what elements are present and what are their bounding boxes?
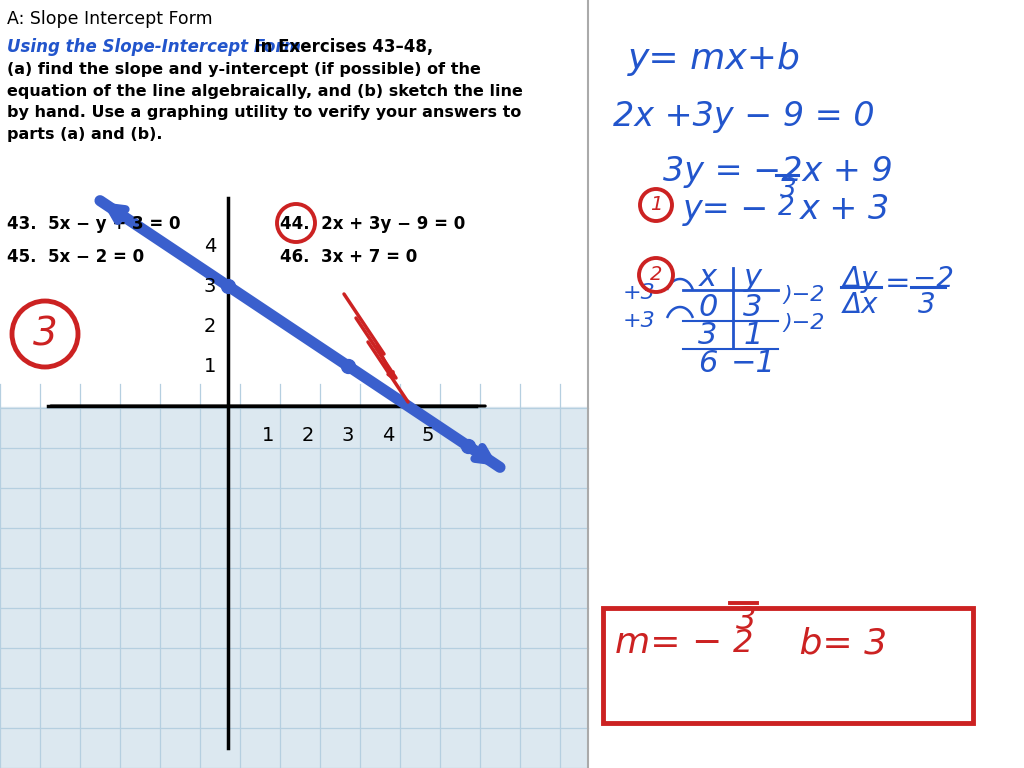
Text: In Exercises 43–48,: In Exercises 43–48,	[243, 38, 433, 56]
Text: +3: +3	[623, 311, 655, 331]
Text: 6: 6	[698, 349, 718, 378]
Text: x: x	[699, 263, 717, 292]
Text: y= −: y= −	[683, 193, 769, 226]
Text: 1: 1	[204, 356, 216, 376]
Text: +3: +3	[623, 283, 655, 303]
Text: (a) find the slope and ​y-intercept (if possible) of the
equation of the line al: (a) find the slope and ​y-intercept (if …	[7, 62, 523, 142]
Text: 3y = −2x + 9: 3y = −2x + 9	[663, 155, 893, 188]
Text: )−2: )−2	[783, 285, 824, 305]
Text: b= 3: b= 3	[765, 626, 887, 660]
Text: 2: 2	[733, 628, 754, 659]
Text: x + 3: x + 3	[800, 193, 890, 226]
Text: 3: 3	[743, 293, 763, 322]
FancyBboxPatch shape	[603, 608, 973, 723]
Text: 2: 2	[302, 426, 314, 445]
Text: −1: −1	[730, 349, 775, 378]
Text: 5: 5	[422, 426, 434, 445]
Text: 1: 1	[650, 196, 663, 214]
Text: y: y	[744, 263, 762, 292]
Text: 46.  3x + 7 = 0: 46. 3x + 7 = 0	[280, 248, 417, 266]
Text: 4: 4	[204, 237, 216, 256]
Text: 1: 1	[743, 321, 763, 350]
Text: m= −: m= −	[615, 626, 722, 660]
Bar	[588, 0, 1024, 768]
Text: )−2: )−2	[783, 313, 824, 333]
Text: Δy: Δy	[843, 265, 879, 293]
Text: A: Slope Intercept Form: A: Slope Intercept Form	[7, 10, 213, 28]
Text: 3: 3	[33, 315, 57, 353]
Text: 4: 4	[382, 426, 394, 445]
Text: 43.  5x − y + 3 = 0: 43. 5x − y + 3 = 0	[7, 215, 180, 233]
Text: 44.  2x + 3y − 9 = 0: 44. 2x + 3y − 9 = 0	[280, 215, 465, 233]
Text: 0: 0	[698, 293, 718, 322]
Text: 3: 3	[204, 276, 216, 296]
Text: 3: 3	[342, 426, 354, 445]
Text: 45.  5x − 2 = 0: 45. 5x − 2 = 0	[7, 248, 144, 266]
Text: 3: 3	[736, 605, 757, 636]
Text: Δx: Δx	[843, 291, 879, 319]
Text: 2: 2	[204, 316, 216, 336]
Text: Using the Slope-Intercept Form: Using the Slope-Intercept Form	[7, 38, 301, 56]
Text: 2: 2	[650, 266, 663, 284]
Bar	[0, 0, 588, 407]
Text: 2: 2	[778, 195, 795, 221]
Text: −2: −2	[913, 265, 954, 293]
Text: =: =	[885, 269, 910, 298]
Bar	[0, 407, 588, 768]
Text: 1: 1	[262, 426, 274, 445]
Text: y= mx+b: y= mx+b	[628, 42, 801, 76]
Text: 3: 3	[780, 177, 797, 203]
Text: 2x +3y − 9 = 0: 2x +3y − 9 = 0	[613, 100, 874, 133]
Text: 3: 3	[698, 321, 718, 350]
Text: 3: 3	[918, 291, 936, 319]
